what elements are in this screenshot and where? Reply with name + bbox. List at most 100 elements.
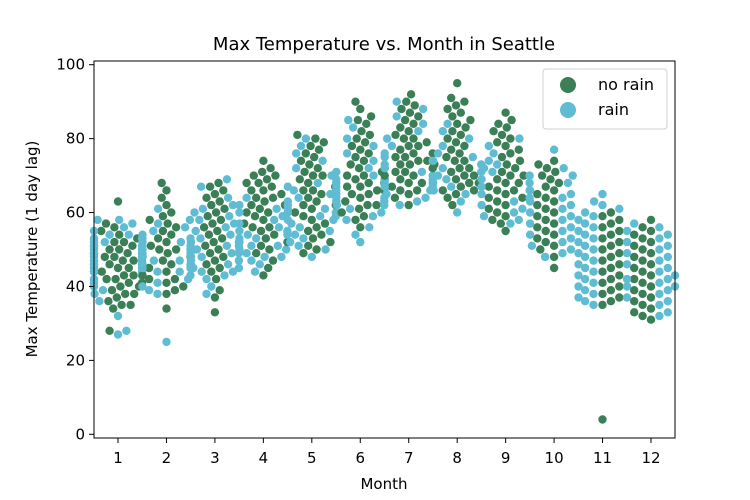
data-point-rain	[589, 197, 599, 206]
data-point-no-rain	[501, 212, 510, 221]
data-point-no-rain	[549, 230, 559, 239]
data-point-no-rain	[598, 415, 607, 424]
data-point-no-rain	[217, 234, 227, 243]
y-tick-label: 40	[66, 277, 85, 295]
plot-marks	[89, 79, 680, 424]
data-point-no-rain	[171, 245, 181, 254]
data-point-rain	[138, 230, 147, 239]
data-point-rain	[382, 189, 391, 199]
data-point-no-rain	[549, 156, 559, 165]
data-point-rain	[228, 267, 238, 276]
x-tick-label: 3	[210, 449, 220, 467]
data-point-no-rain	[204, 230, 214, 239]
data-point-no-rain	[606, 219, 616, 228]
x-tick-label: 12	[641, 449, 660, 467]
data-point-rain	[382, 134, 392, 143]
data-point-no-rain	[215, 197, 224, 206]
data-point-no-rain	[455, 164, 464, 173]
data-point-no-rain	[606, 274, 616, 284]
data-point-no-rain	[216, 215, 226, 225]
data-point-rain	[235, 245, 244, 254]
data-point-no-rain	[536, 245, 545, 254]
data-point-rain	[272, 204, 281, 213]
data-point-rain	[566, 212, 576, 221]
data-point-no-rain	[207, 267, 216, 276]
data-point-rain	[223, 260, 233, 269]
data-point-no-rain	[396, 175, 405, 184]
data-point-no-rain	[353, 115, 363, 125]
data-point-rain	[622, 293, 632, 302]
data-point-no-rain	[400, 152, 410, 162]
data-point-no-rain	[404, 141, 413, 151]
data-point-no-rain	[308, 186, 318, 195]
data-point-no-rain	[356, 193, 365, 202]
data-point-rain	[574, 282, 583, 291]
data-point-rain	[153, 267, 162, 276]
data-point-no-rain	[638, 223, 647, 232]
data-point-rain	[412, 197, 422, 206]
data-point-no-rain	[242, 178, 251, 188]
data-point-rain	[289, 186, 298, 195]
data-point-rain	[484, 156, 493, 165]
data-point-rain	[558, 237, 567, 247]
data-point-no-rain	[518, 193, 527, 202]
data-point-rain	[124, 230, 133, 239]
data-point-no-rain	[456, 182, 465, 191]
data-point-no-rain	[296, 156, 306, 165]
data-point-rain	[465, 134, 474, 143]
data-point-no-rain	[615, 249, 624, 258]
data-point-no-rain	[129, 271, 138, 280]
x-tick-label: 11	[593, 449, 612, 467]
data-point-no-rain	[497, 152, 507, 162]
data-point-no-rain	[493, 138, 502, 147]
data-point-rain	[574, 271, 583, 280]
data-point-rain	[392, 112, 401, 121]
x-axis-label: Month	[360, 475, 407, 493]
data-point-no-rain	[203, 212, 212, 221]
data-point-rain	[185, 215, 195, 225]
data-point-no-rain	[318, 171, 327, 180]
data-point-rain	[270, 215, 279, 225]
data-point-no-rain	[113, 263, 123, 273]
data-point-no-rain	[451, 189, 461, 199]
data-point-rain	[369, 171, 378, 180]
data-point-no-rain	[494, 119, 503, 128]
plot-frame	[93, 60, 676, 439]
data-point-no-rain	[638, 256, 647, 265]
data-point-no-rain	[404, 189, 413, 199]
data-point-no-rain	[252, 249, 261, 258]
data-point-no-rain	[598, 300, 607, 310]
data-point-rain	[380, 149, 389, 158]
data-point-rain	[198, 204, 208, 213]
data-point-rain	[191, 226, 200, 236]
data-point-no-rain	[266, 164, 275, 173]
data-point-no-rain	[259, 186, 268, 195]
data-point-no-rain	[219, 252, 228, 262]
data-point-no-rain	[308, 171, 318, 180]
data-point-no-rain	[162, 267, 171, 276]
data-point-rain	[655, 278, 664, 287]
data-point-no-rain	[366, 112, 376, 121]
data-point-rain	[255, 260, 264, 269]
data-point-no-rain	[451, 101, 461, 110]
data-point-no-rain	[299, 212, 308, 221]
data-point-no-rain	[501, 178, 510, 188]
data-point-no-rain	[215, 286, 224, 295]
data-point-rain	[589, 289, 598, 299]
data-point-no-rain	[493, 197, 502, 206]
data-point-no-rain	[501, 226, 510, 236]
data-point-rain	[234, 256, 244, 265]
data-point-rain	[345, 204, 355, 213]
data-point-no-rain	[171, 223, 181, 232]
data-point-no-rain	[210, 189, 220, 199]
data-point-rain	[655, 289, 664, 299]
y-tick-label: 60	[66, 204, 85, 222]
data-point-no-rain	[460, 141, 469, 151]
data-point-no-rain	[442, 152, 451, 162]
data-point-rain	[252, 234, 261, 243]
data-point-no-rain	[113, 197, 123, 206]
data-point-rain	[622, 237, 632, 247]
data-point-rain	[277, 252, 286, 262]
data-point-no-rain	[399, 134, 409, 143]
data-point-no-rain	[615, 282, 624, 291]
